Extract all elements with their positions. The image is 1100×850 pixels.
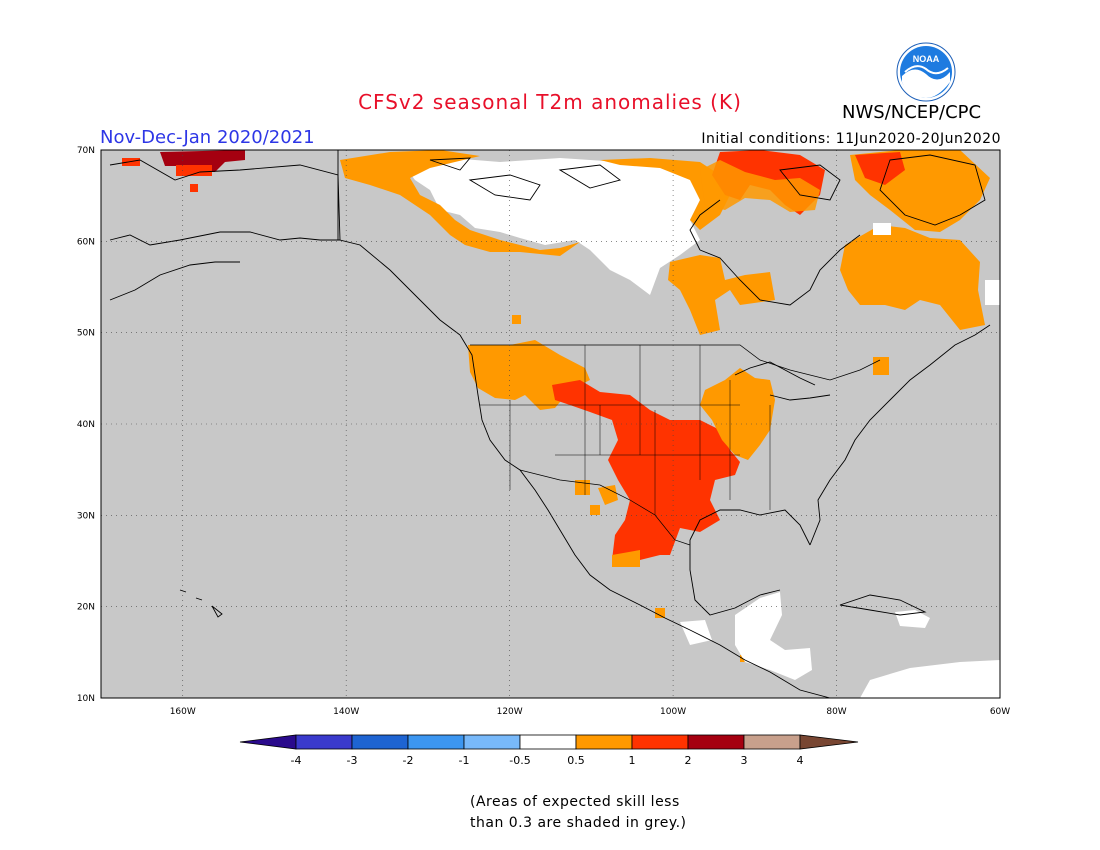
region-baffin-orange [700,160,820,212]
colorbar-segment [295,734,353,750]
region-central-canada-arctic [400,158,700,295]
colorbar-label: 1 [629,754,636,767]
region-greenland-red [855,152,905,185]
lat-tick-label: 60N [77,237,95,247]
colorbar-label: -2 [403,754,414,767]
lon-tick-label: 60W [990,707,1010,717]
lon-tick-label: 160W [170,707,196,717]
lat-tick-label: 40N [77,420,95,430]
region-quebec-orange [840,225,985,330]
anomaly-regions [122,150,1000,698]
forecast-period: Nov-Dec-Jan 2020/2021 [100,127,315,148]
region-quebec-white-patch [873,223,891,235]
colorbar-label: 4 [797,754,804,767]
longitude-labels: 160W 140W 120W 100W 80W 60W [170,707,1011,717]
colorbar-label: 0.5 [567,754,585,767]
lat-tick-label: 50N [77,329,95,339]
colorbar-label: -4 [291,754,302,767]
region-east-orange-cell [873,357,889,375]
colorbar-label: -1 [459,754,470,767]
colorbar-segment [519,734,577,750]
colorbar-segment [575,734,633,750]
region-alaska-red [122,158,212,192]
colorbar-arrow-left [239,734,297,750]
region-arctic-orange-fringe-east [600,158,730,230]
colorbar-segment [743,734,801,750]
region-upper-midwest-orange [700,368,775,460]
colorbar-label: -0.5 [509,754,530,767]
region-arctic-orange-fringe [340,150,580,256]
region-caribbean-white [860,610,1000,698]
region-newfoundland-white [985,280,1000,305]
lat-tick-label: 10N [77,694,95,704]
region-alaska-dark-red [160,150,245,172]
colorbar-label: -3 [347,754,358,767]
colorbar-label: 2 [685,754,692,767]
colorbar-segment [631,734,689,750]
map-title: CFSv2 seasonal T2m anomalies (K) [358,90,742,114]
colorbar-segment [351,734,409,750]
skill-note: (Areas of expected skill less than 0.3 a… [470,792,730,834]
lon-tick-label: 140W [333,707,359,717]
region-plains-red [552,380,740,565]
lat-tick-label: 30N [77,511,95,521]
lon-tick-label: 100W [660,707,686,717]
colorbar-segment [687,734,745,750]
colorbar-arrow-right [799,734,859,750]
initial-conditions: Initial conditions: 11Jun2020-20Jun2020 [701,131,1001,147]
logo-text: NOAA [913,54,940,64]
coastlines [109,150,991,698]
colorbar: -4 -3 -2 -1 -0.5 0.5 1 2 3 4 [239,734,859,767]
skill-note-line-1: (Areas of expected skill less [470,794,680,810]
lat-tick-label: 20N [77,603,95,613]
lon-tick-label: 80W [826,707,846,717]
colorbar-segment [407,734,465,750]
region-central-america-white [680,592,812,680]
colorbar-segment [463,734,521,750]
skill-note-line-2: than 0.3 are shaded in grey.) [470,815,687,831]
noaa-logo-icon: NOAA [896,42,956,102]
map-frame [100,149,1001,699]
region-bc-orange-cell [512,315,521,324]
agency-label: NWS/NCEP/CPC [842,102,982,123]
lon-tick-label: 120W [497,707,523,717]
lat-tick-label: 70N [77,146,95,156]
region-hudson-bay-south [668,255,775,335]
latitude-labels: 10N 20N 30N 40N 50N 60N 70N [77,146,95,704]
colorbar-label: 3 [741,754,748,767]
